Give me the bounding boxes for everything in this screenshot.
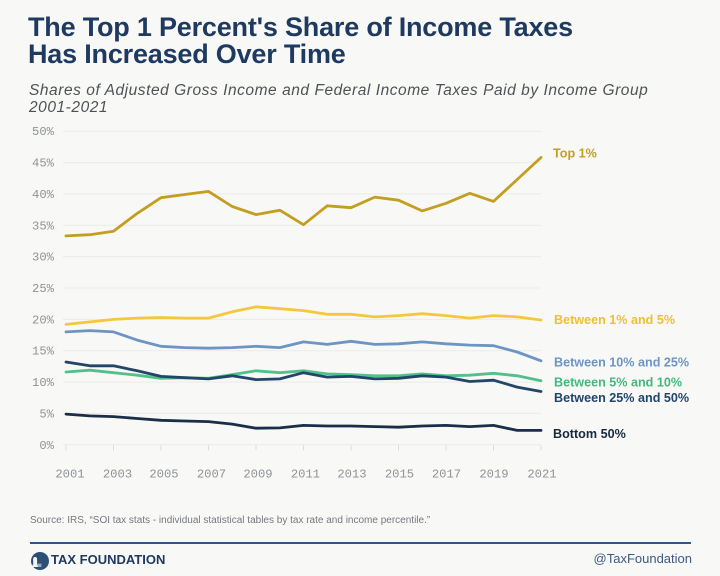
svg-text:15%: 15% [32, 345, 55, 359]
svg-text:10%: 10% [32, 376, 55, 390]
svg-text:2021: 2021 [527, 468, 556, 482]
svg-text:Between 1% and 5%: Between 1% and 5% [554, 313, 675, 327]
svg-text:2005: 2005 [149, 468, 178, 482]
svg-text:0%: 0% [39, 439, 54, 453]
svg-text:2001: 2001 [55, 468, 84, 482]
svg-text:2003: 2003 [103, 468, 132, 482]
svg-text:35%: 35% [32, 219, 55, 233]
svg-text:2007: 2007 [197, 468, 226, 482]
svg-text:2017: 2017 [432, 468, 461, 482]
svg-text:5%: 5% [39, 407, 54, 421]
svg-text:25%: 25% [32, 282, 55, 296]
svg-text:2011: 2011 [291, 468, 320, 482]
svg-text:2009: 2009 [243, 468, 272, 482]
svg-text:2013: 2013 [337, 468, 366, 482]
svg-text:Between 25% and 50%: Between 25% and 50% [554, 391, 689, 405]
svg-text:Bottom 50%: Bottom 50% [553, 427, 626, 441]
svg-text:45%: 45% [32, 157, 55, 171]
svg-text:2019: 2019 [479, 468, 508, 482]
svg-text:Top 1%: Top 1% [553, 147, 597, 161]
svg-text:20%: 20% [32, 313, 55, 327]
svg-text:Between 5% and 10%: Between 5% and 10% [554, 375, 682, 389]
svg-text:2015: 2015 [385, 468, 414, 482]
svg-text:Between 10% and 25%: Between 10% and 25% [554, 355, 689, 369]
svg-text:30%: 30% [32, 251, 55, 265]
svg-text:40%: 40% [32, 188, 55, 202]
svg-text:50%: 50% [32, 125, 55, 139]
